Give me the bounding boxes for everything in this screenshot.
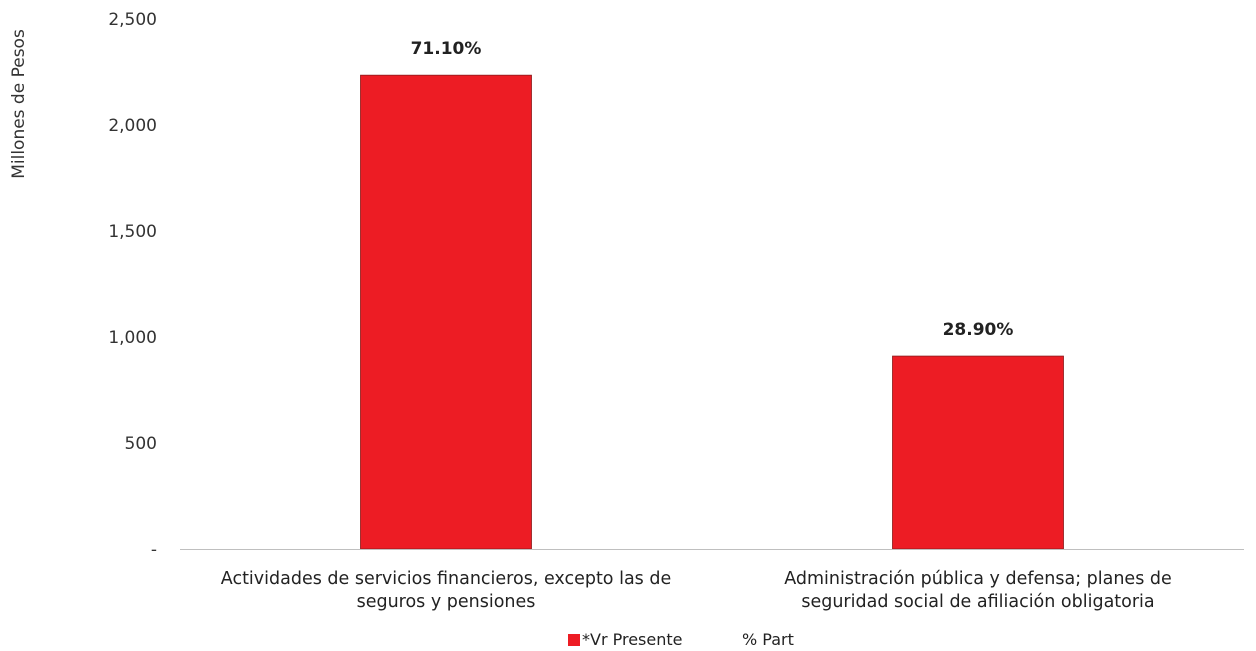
category-label: seguridad social de afiliación obligator… — [801, 592, 1154, 612]
category-label: Administración pública y defensa; planes… — [784, 569, 1172, 589]
category-label: seguros y pensiones — [357, 592, 536, 612]
legend-swatch — [568, 634, 580, 646]
data-label: 28.90% — [943, 320, 1014, 340]
data-label: 71.10% — [411, 39, 482, 59]
y-tick-label: 500 — [125, 434, 157, 454]
y-tick-label: 1,500 — [108, 222, 157, 242]
legend-label: % Part — [742, 630, 794, 649]
y-tick-label: - — [151, 540, 157, 560]
data-labels: 71.10% 28.90% — [411, 39, 1014, 340]
y-axis-ticks: - 500 1,000 1,500 2,000 2,500 — [108, 10, 157, 560]
y-axis-title: Millones de Pesos — [9, 29, 29, 179]
category-labels: Actividades de servicios financieros, ex… — [221, 569, 1172, 612]
bars — [360, 74, 1064, 550]
legend-label: *Vr Presente — [582, 630, 682, 649]
bar — [892, 355, 1064, 550]
y-tick-label: 1,000 — [108, 328, 157, 348]
y-axis-title-group: Millones de Pesos — [9, 29, 29, 179]
y-tick-label: 2,500 — [108, 10, 157, 30]
y-tick-label: 2,000 — [108, 116, 157, 136]
category-label: Actividades de servicios financieros, ex… — [221, 569, 671, 589]
legend: *Vr Presente % Part — [568, 630, 794, 649]
bar — [360, 74, 532, 550]
